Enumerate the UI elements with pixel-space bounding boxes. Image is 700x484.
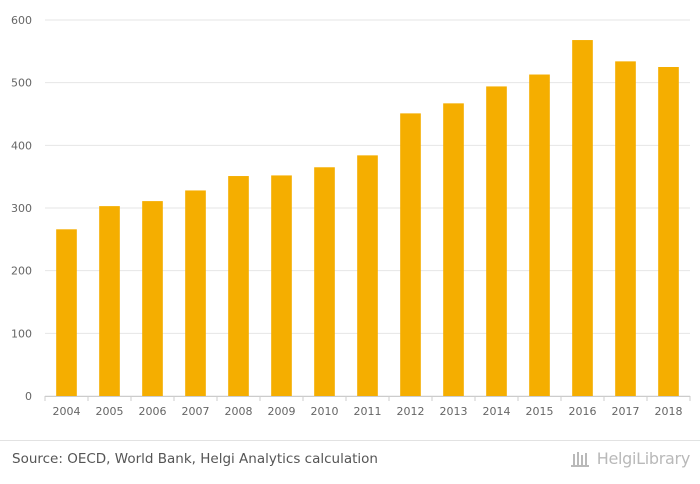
x-tick-label: 2018 — [655, 405, 683, 418]
y-tick-label: 300 — [11, 202, 32, 215]
bar-chart: 0 100 200 300 400 500 600 2004 2005 2006 2007 2008… — [11, 14, 691, 418]
bar-2011 — [357, 155, 378, 396]
chart-footer: Source: OECD, World Bank, Helgi Analytic… — [0, 440, 700, 484]
x-tick-label: 2009 — [268, 405, 296, 418]
bar-2005 — [99, 206, 120, 396]
x-tick-label: 2013 — [440, 405, 468, 418]
bar-2014 — [486, 86, 507, 396]
y-tick-label: 500 — [11, 77, 32, 90]
bars — [56, 40, 679, 397]
x-tick-label: 2011 — [354, 405, 382, 418]
helgi-library-logo-icon — [570, 451, 589, 467]
bar-2012 — [400, 113, 421, 396]
x-tick-label: 2008 — [225, 405, 253, 418]
y-tick-label: 400 — [11, 139, 32, 152]
y-tick-label: 100 — [11, 327, 32, 340]
x-tick-label: 2017 — [612, 405, 640, 418]
brand-logo: HelgiLibrary — [570, 449, 691, 468]
x-tick-label: 2015 — [526, 405, 554, 418]
x-tick-label: 2014 — [483, 405, 511, 418]
brand-name: HelgiLibrary — [596, 449, 691, 468]
x-tick-label: 2004 — [53, 405, 81, 418]
x-tick-label: 2012 — [397, 405, 425, 418]
y-tick-label: 600 — [11, 14, 32, 27]
source-note: Source: OECD, World Bank, Helgi Analytic… — [12, 451, 378, 467]
x-tick-label: 2016 — [569, 405, 597, 418]
bar-2006 — [142, 201, 163, 396]
bar-2009 — [271, 175, 292, 396]
bar-2010 — [314, 167, 335, 396]
x-axis-ticks: 2004 2005 2006 2007 2008 2009 2010 2011 2012 2013… — [44, 396, 691, 418]
x-tick-label: 2006 — [139, 405, 167, 418]
y-tick-label: 200 — [11, 265, 32, 278]
x-tick-label: 2010 — [311, 405, 339, 418]
bar-2018 — [658, 67, 679, 396]
y-axis-ticks: 0 100 200 300 400 500 600 — [11, 14, 32, 403]
bar-2013 — [443, 103, 464, 396]
x-tick-label: 2007 — [182, 405, 210, 418]
bar-2008 — [228, 176, 249, 396]
y-tick-label: 0 — [25, 390, 32, 403]
x-tick-label: 2005 — [96, 405, 124, 418]
bar-2016 — [572, 40, 593, 396]
bar-2015 — [529, 74, 550, 397]
bar-2007 — [185, 190, 206, 396]
bar-2004 — [56, 229, 77, 396]
bar-2017 — [615, 61, 636, 397]
